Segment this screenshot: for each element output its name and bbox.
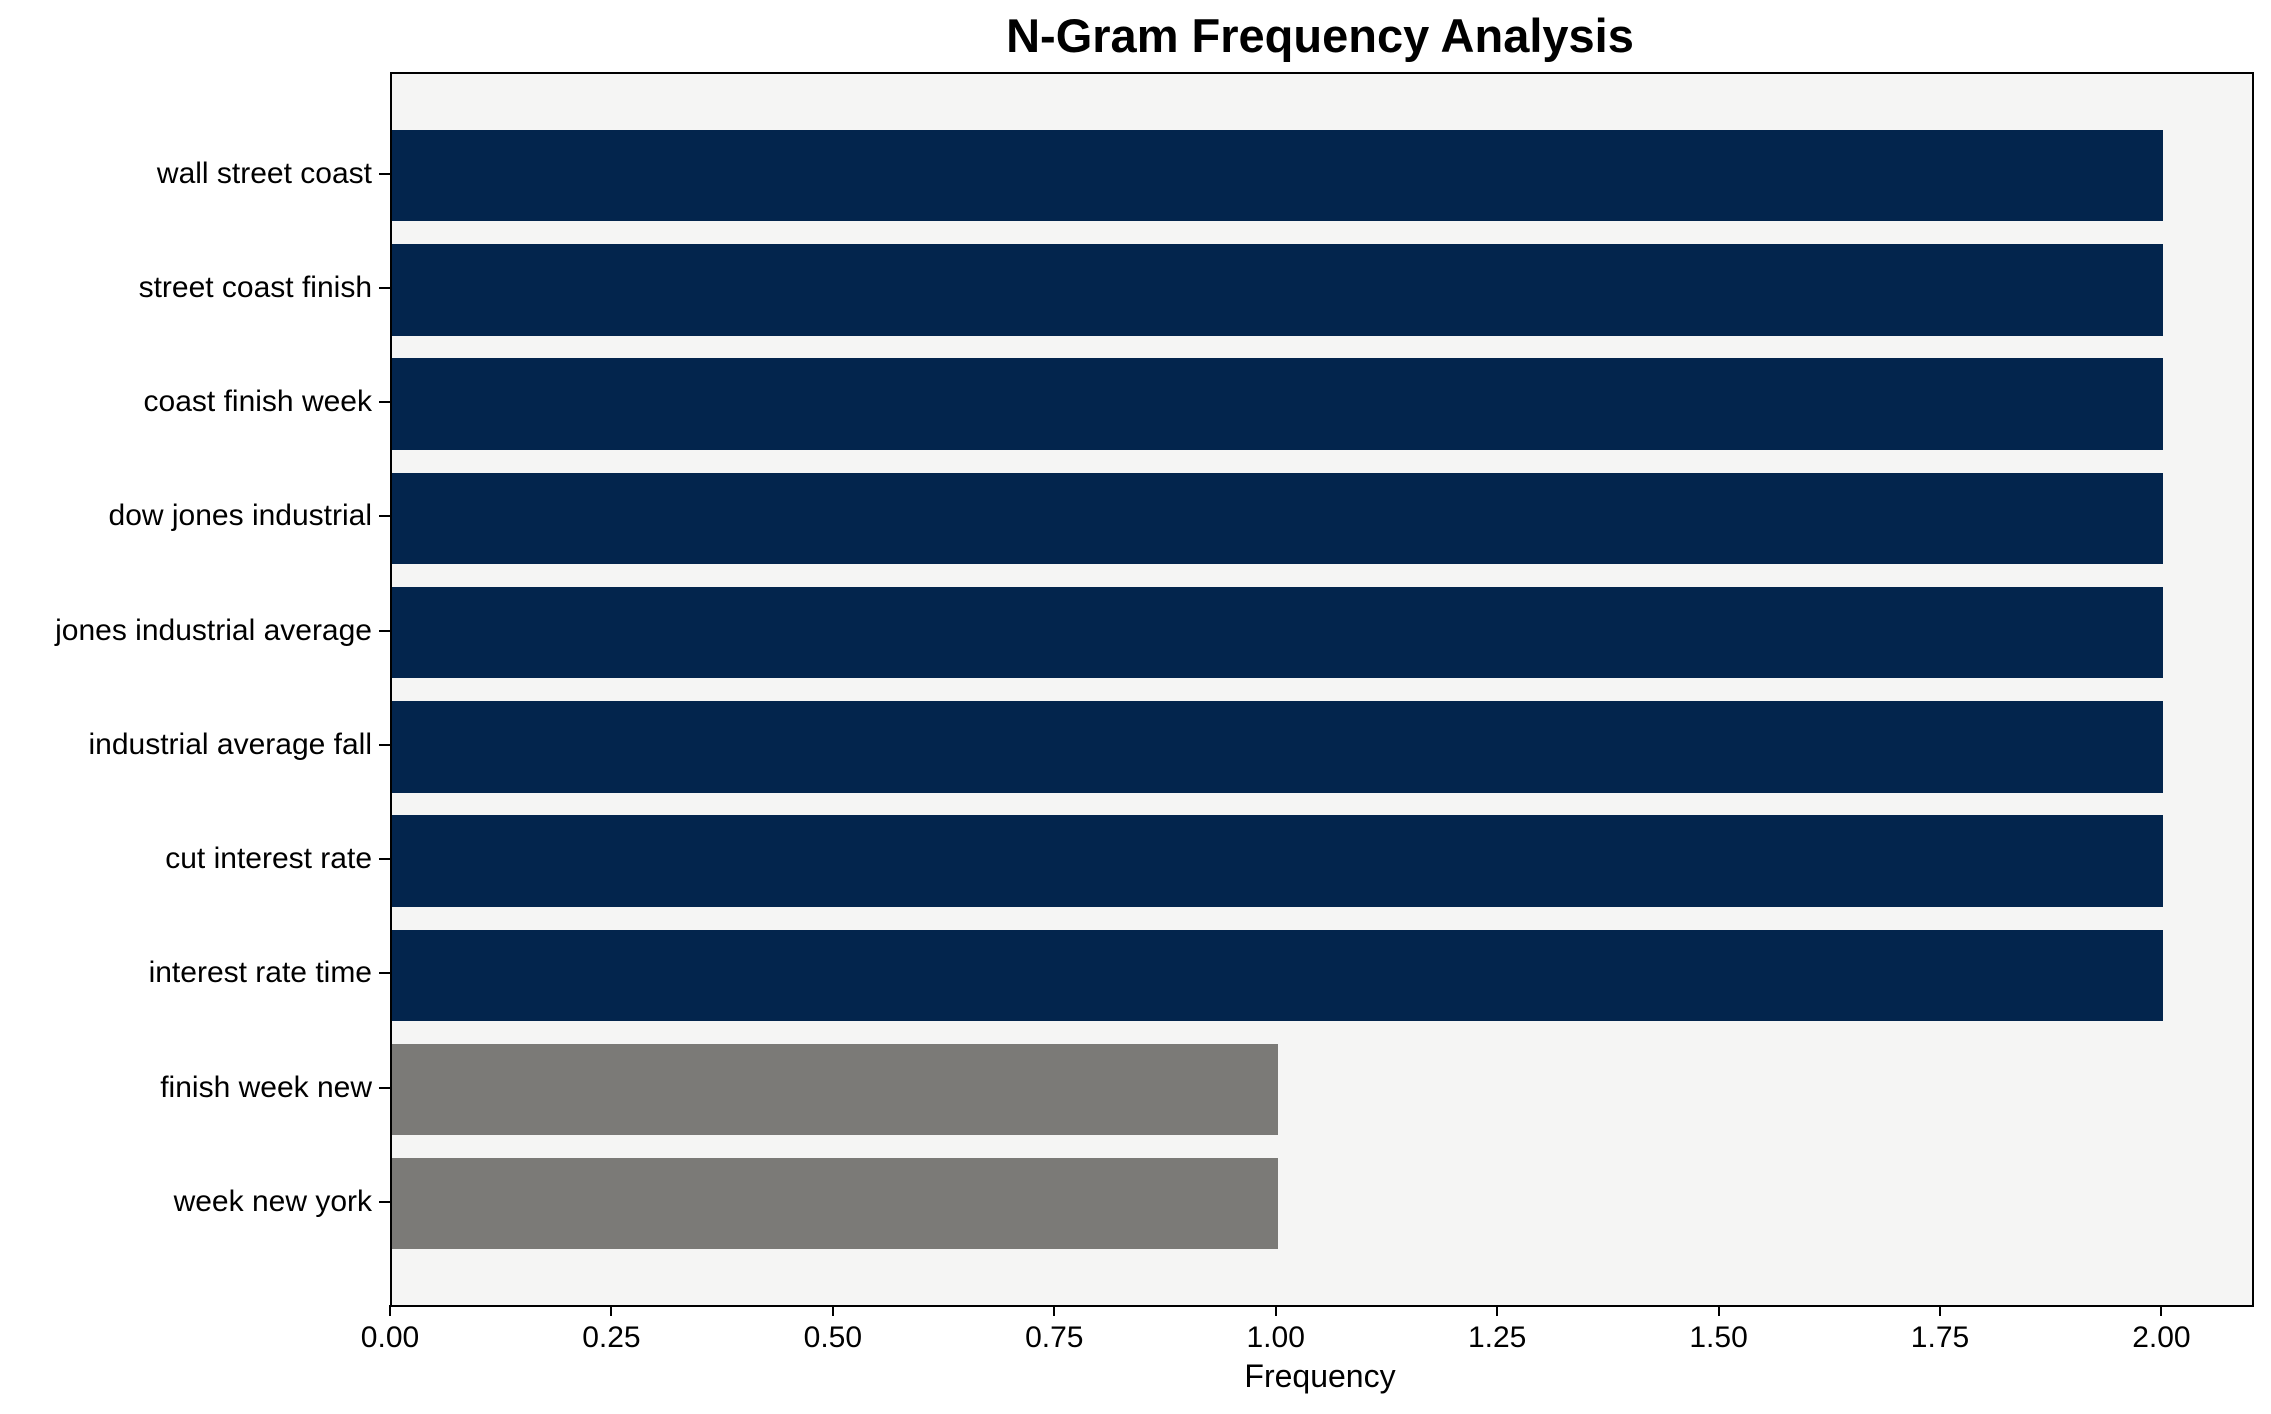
bars-layer	[392, 74, 2252, 1305]
y-tick-mark	[379, 401, 390, 404]
y-tick-mark	[379, 858, 390, 861]
bar	[392, 130, 2164, 222]
y-tick-mark	[379, 172, 390, 175]
y-tick-label: week new york	[173, 1184, 372, 1218]
x-tick-mark	[1053, 1305, 1056, 1316]
x-tick-label: 0.50	[803, 1321, 863, 1354]
x-tick-mark	[1496, 1305, 1499, 1316]
y-tick-label: street coast finish	[138, 270, 372, 304]
y-tick-label: finish week new	[160, 1070, 372, 1104]
x-tick-label: 0.25	[582, 1321, 641, 1354]
bar	[392, 1158, 1278, 1250]
x-tick-label: 2.00	[2132, 1321, 2191, 1354]
y-tick-mark	[379, 743, 390, 746]
x-tick-mark	[610, 1305, 613, 1316]
y-tick-mark	[379, 972, 390, 975]
x-tick-label: 1.25	[1467, 1321, 1527, 1354]
y-tick-mark	[379, 1200, 390, 1203]
x-tick-label: 0.00	[360, 1321, 420, 1354]
y-tick-label: wall street coast	[156, 156, 372, 190]
bar	[392, 244, 2164, 336]
x-tick-mark	[1274, 1305, 1277, 1316]
x-tick-mark	[1939, 1305, 1941, 1316]
bar	[392, 929, 2164, 1021]
y-tick-label: dow jones industrial	[108, 499, 372, 533]
x-tick-mark	[389, 1305, 391, 1316]
y-tick-label: interest rate time	[148, 956, 372, 990]
y-tick-mark	[379, 286, 390, 289]
bar	[392, 1043, 1278, 1136]
x-tick-label: 0.75	[1025, 1321, 1084, 1354]
plot-area	[390, 72, 2254, 1307]
bar	[392, 815, 2164, 907]
y-tick-label: coast finish week	[143, 385, 372, 419]
x-tick-mark	[831, 1305, 834, 1316]
y-tick-label: jones industrial average	[55, 613, 372, 647]
chart-title: N-Gram Frequency Analysis	[1006, 9, 1634, 62]
bar	[392, 586, 2164, 679]
y-tick-label: industrial average fall	[88, 727, 373, 761]
x-tick-label: 1.00	[1246, 1321, 1305, 1354]
x-tick-label: 1.50	[1689, 1321, 1748, 1354]
y-tick-mark	[379, 629, 390, 632]
x-axis-title: Frequency	[1244, 1358, 1396, 1394]
x-tick-mark	[2160, 1305, 2163, 1316]
bar	[392, 472, 2164, 565]
y-tick-label: cut interest rate	[165, 842, 372, 876]
x-tick-mark	[1717, 1305, 1720, 1316]
y-tick-mark	[379, 1086, 390, 1089]
bar	[392, 358, 2164, 450]
x-tick-label: 1.75	[1910, 1321, 1970, 1354]
y-tick-mark	[379, 515, 390, 518]
bar	[392, 701, 2164, 793]
